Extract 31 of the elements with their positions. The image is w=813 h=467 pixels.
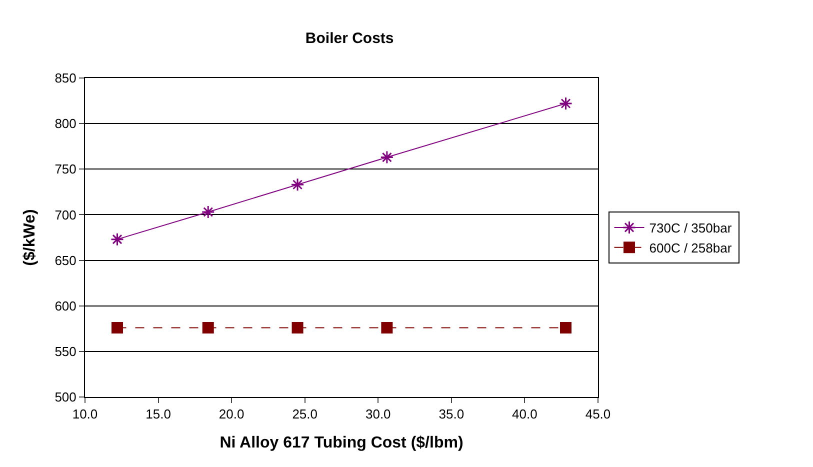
point bbox=[560, 322, 572, 334]
y-tick-label: 600 bbox=[54, 298, 76, 314]
legend-label: 730C / 350bar bbox=[649, 220, 732, 236]
y-tick-label: 650 bbox=[54, 252, 76, 268]
point bbox=[559, 96, 572, 110]
legend-label: 600C / 258bar bbox=[649, 240, 732, 256]
x-axis-title: Ni Alloy 617 Tubing Cost ($/lbm) bbox=[220, 434, 464, 452]
y-tick-label: 550 bbox=[54, 344, 76, 359]
chart-title: Boiler Costs bbox=[305, 30, 394, 48]
y-tick-label: 750 bbox=[54, 162, 76, 177]
x-tick-label: 45.0 bbox=[585, 406, 611, 422]
x-tick-label: 20.0 bbox=[218, 406, 244, 422]
point bbox=[290, 178, 304, 192]
x-tick-label: 10.0 bbox=[72, 406, 98, 422]
x-tick-label: 25.0 bbox=[292, 406, 318, 422]
point bbox=[202, 322, 214, 334]
point bbox=[110, 232, 124, 246]
x-tick-label: 35.0 bbox=[438, 406, 464, 422]
y-tick-label: 850 bbox=[54, 70, 76, 86]
point bbox=[381, 322, 393, 334]
x-tick-label: 30.0 bbox=[365, 406, 391, 422]
y-tick-label: 500 bbox=[54, 390, 76, 405]
y-axis-title: ($/kWe) bbox=[22, 209, 39, 266]
x-tick-label: 15.0 bbox=[146, 406, 171, 422]
x-tick-label: 40.0 bbox=[512, 406, 538, 422]
point bbox=[292, 322, 304, 334]
point bbox=[380, 150, 394, 164]
y-tick-label: 800 bbox=[54, 116, 76, 132]
point bbox=[201, 205, 215, 219]
point bbox=[112, 322, 123, 334]
y-tick-label: 700 bbox=[54, 207, 76, 222]
